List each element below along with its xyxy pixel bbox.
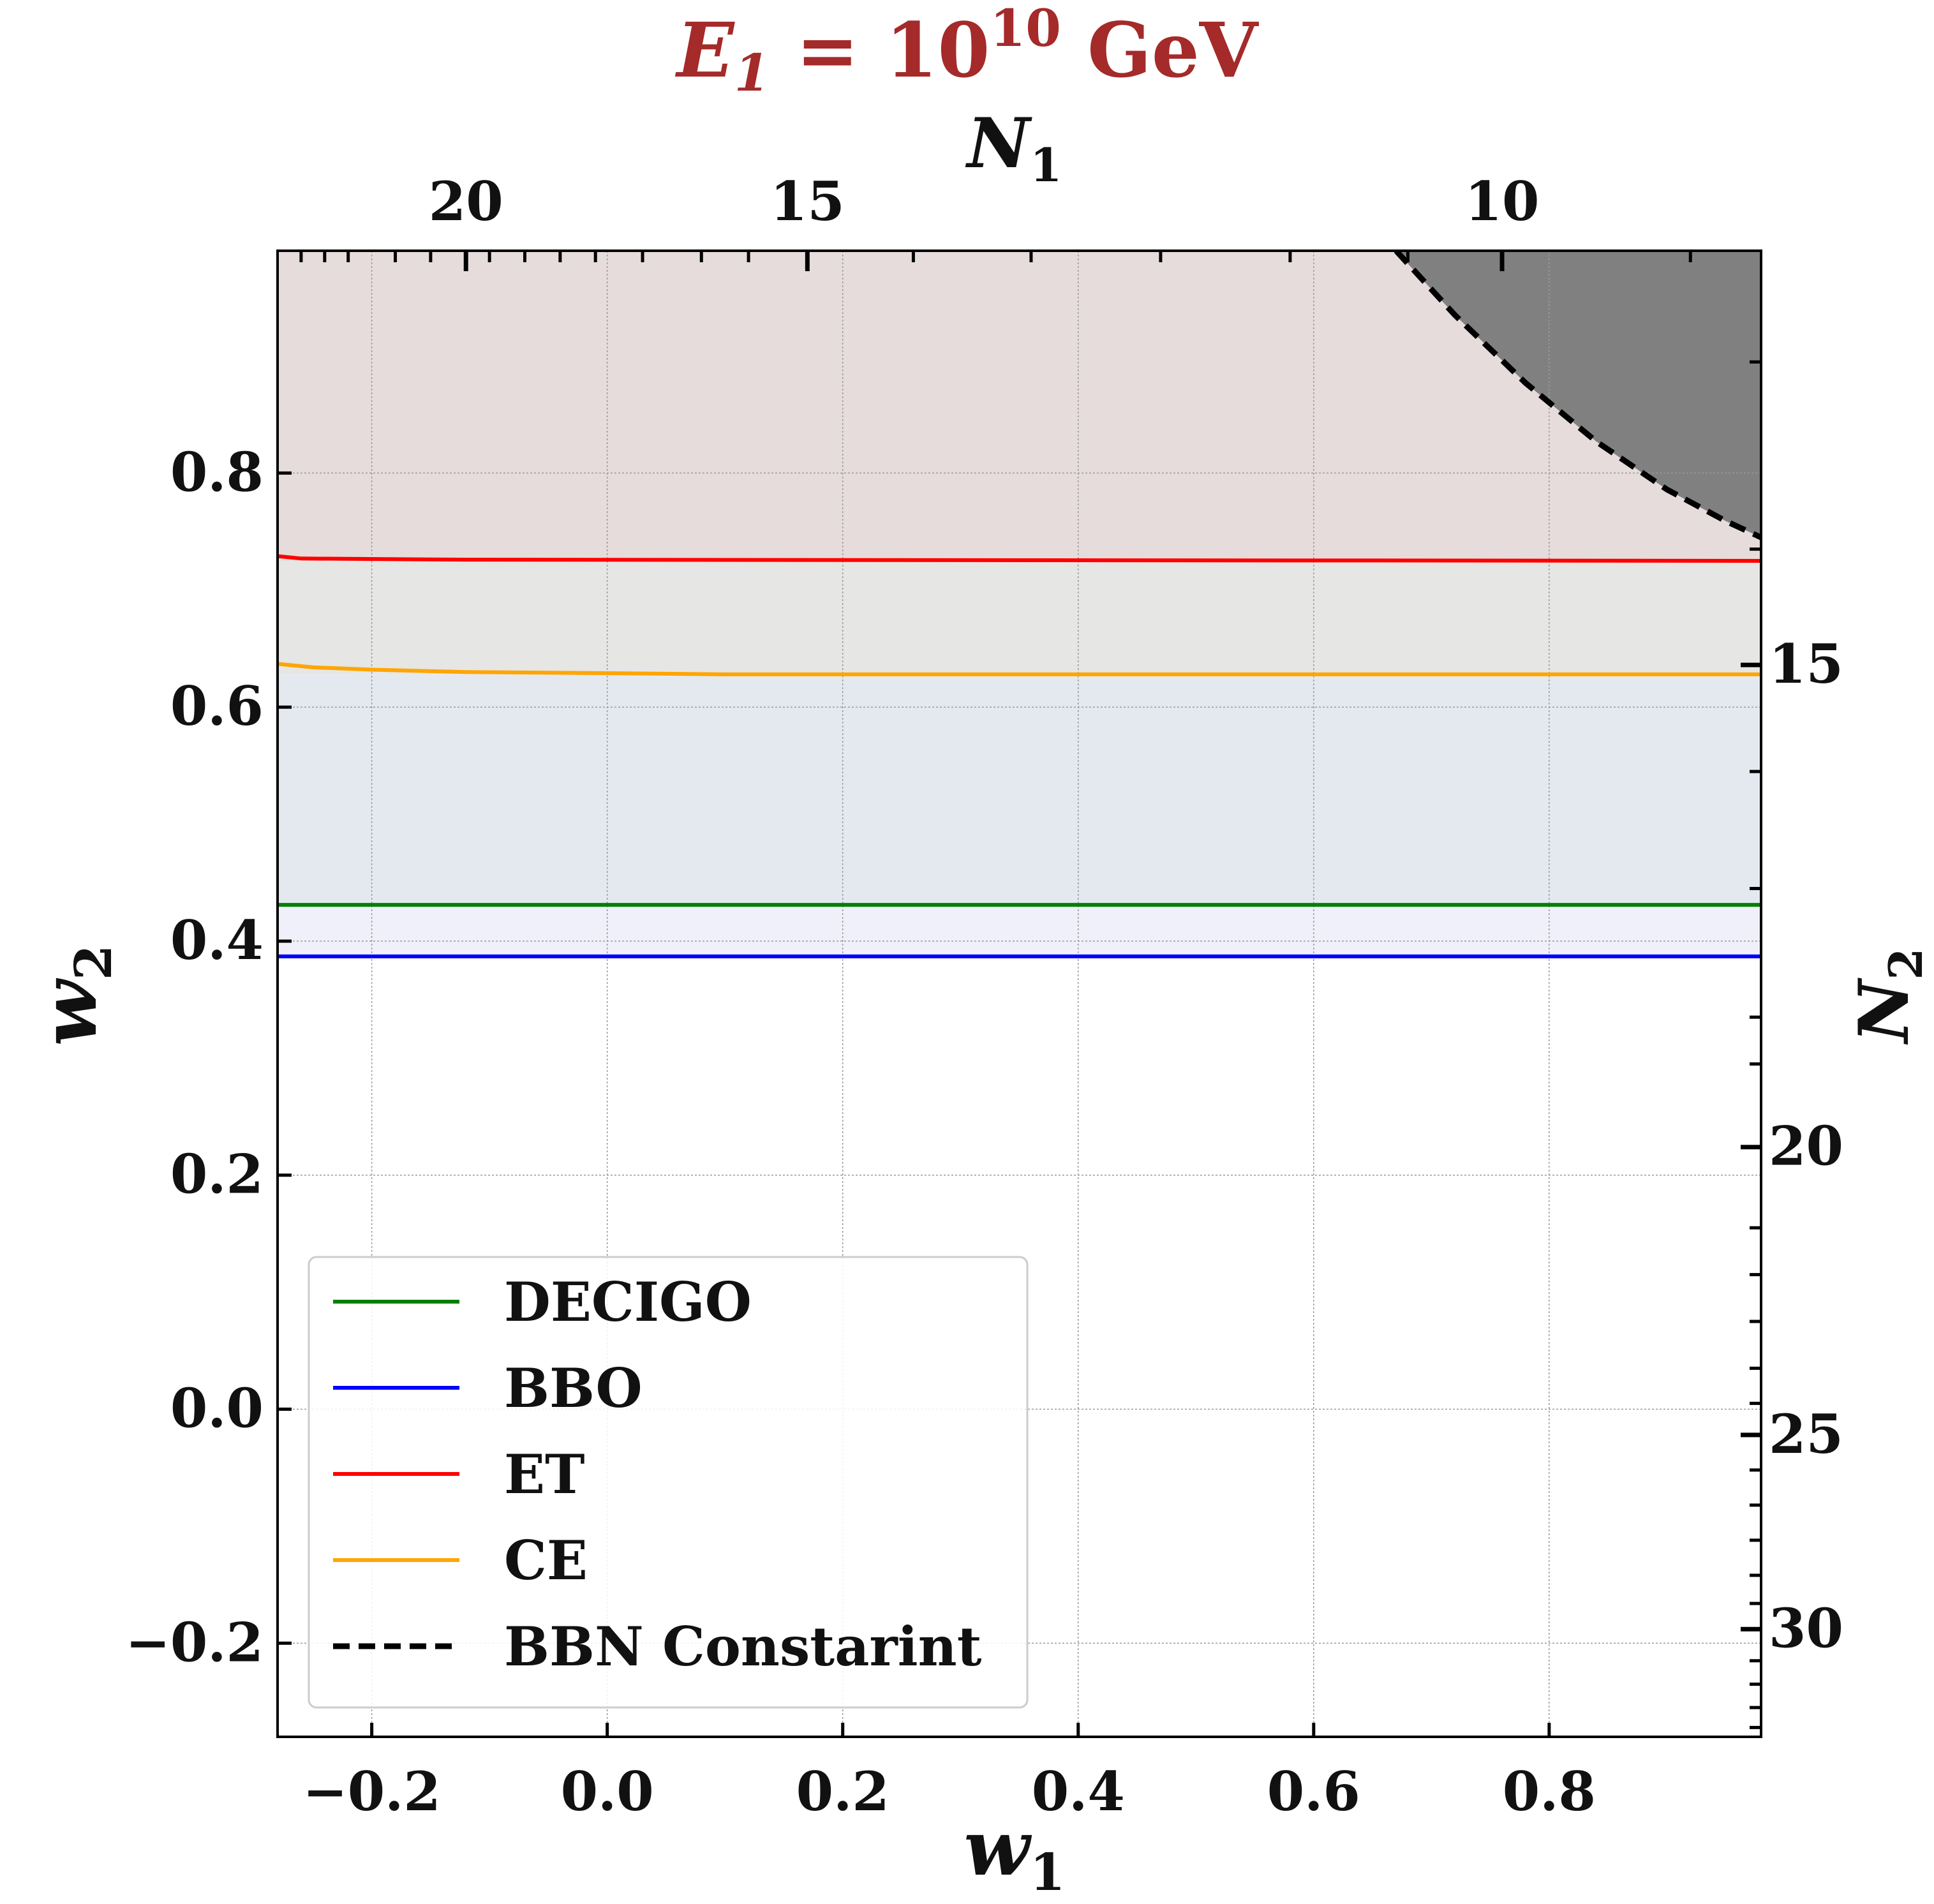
y-tick-label: 0.0 [170,1377,264,1440]
top-tick-label: 10 [1465,170,1540,233]
top-axis-title: N1 [965,103,1062,192]
y-axis-title: w2 [24,945,123,1046]
y-tick-label: 0.8 [170,440,264,503]
right-tick-label: 15 [1769,632,1843,695]
legend-box [308,1256,1029,1709]
regions-layer [278,251,1761,956]
BBO-region [278,905,1761,956]
x-tick-label: 0.2 [796,1760,889,1823]
right-tick-label: 20 [1769,1115,1843,1178]
legend-label: ET [504,1443,585,1506]
legend-label: CE [504,1529,588,1592]
chart-title: E1 = 1010 GeV [675,0,1260,103]
ce-line [278,662,1761,676]
y-tick-label: 0.6 [170,674,264,738]
right-tick-label: 25 [1769,1402,1843,1466]
x-tick-label: 0.8 [1503,1760,1596,1823]
BBN-excluded [1395,251,1761,538]
top-tick-label: 20 [429,170,503,233]
legend-label: BBO [504,1357,643,1420]
x-tick-label: 0.6 [1267,1760,1360,1823]
top-tick-label: 15 [770,170,845,233]
bbn-constarint-line [1394,251,1761,540]
y-tick-label: 0.2 [170,1143,264,1206]
x-tick-label: 0.0 [561,1760,654,1823]
y-tick-label: 0.4 [170,909,264,972]
legend-label: BBN Constarint [504,1615,982,1678]
right-axis-title: N2 [1844,948,1933,1045]
x-axis-title: w1 [964,1803,1066,1902]
x-tick-label: −0.2 [302,1760,441,1823]
legend: DECIGO BBO ET CE BBN Constarint [308,1256,1029,1709]
y-tick-label: −0.2 [125,1610,264,1674]
legend-label: DECIGO [504,1270,752,1334]
right-tick-label: 30 [1769,1596,1843,1660]
et-line [278,554,1761,563]
CE-region [278,560,1761,674]
plot-frame [276,249,1762,1738]
axes-layer: −0.2 0.0 0.2 0.4 0.6 0.8 −0.2 0.0 0.2 0.4 0.6 0.8 20… [125,170,1843,1823]
x-tick-label: 0.4 [1032,1760,1125,1823]
DECIGO-region [278,674,1761,905]
series-layer [278,251,1761,958]
